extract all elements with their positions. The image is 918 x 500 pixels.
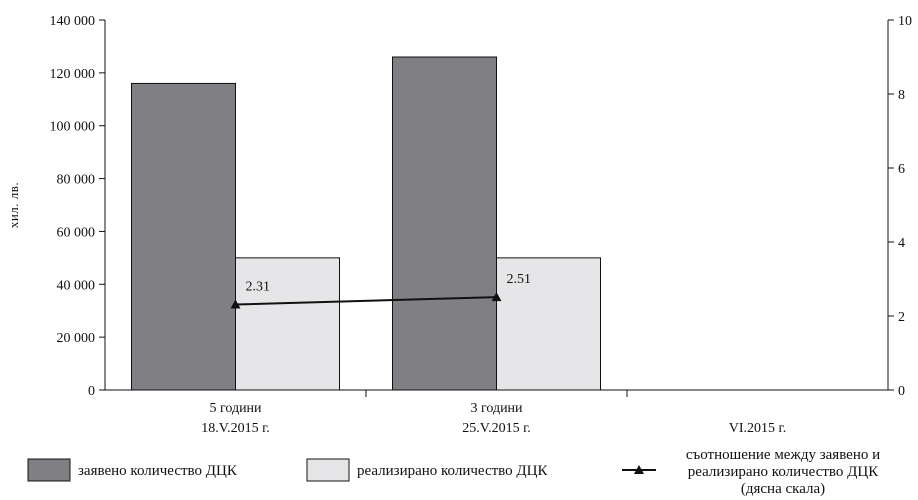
legend-label-declared: заявено количество ДЦК [78,463,238,479]
right-tick-label: 4 [898,236,905,251]
right-tick-label: 0 [898,384,905,399]
category-label-line1: 5 години [209,401,262,416]
bar-realized [496,257,601,391]
left-tick-label: 0 [88,384,95,399]
bar-declared [131,82,236,391]
left-tick-label: 80 000 [57,173,96,188]
legend-label-ratio-line1: съотношение между заявено и [686,447,880,463]
ratio-line [235,296,497,306]
category-label-line1: 3 години [470,401,523,416]
right-tick-label: 2 [898,310,905,325]
ratio-point [230,299,241,309]
left-axis-ticks: 0 20 000 40 000 60 000 80 000 100 000 120 000 1… [50,14,105,399]
right-tick-label: 10 [898,14,912,29]
left-tick-label: 100 000 [50,120,96,135]
category-label-line2: 18.V.2015 г. [201,421,269,436]
ratio-data-label: 2.31 [246,280,271,295]
legend-label-ratio-line3: (дясна скала) [741,481,825,497]
legend-label-ratio-line2: реализирано количество ДЦК [688,464,879,480]
legend-swatch-realized [306,458,350,482]
left-tick-label: 20 000 [57,331,96,346]
bar-declared [392,56,497,391]
left-tick-label: 40 000 [57,278,96,293]
category-label-line2: 25.V.2015 г. [462,421,530,436]
legend-swatch-declared [27,458,71,482]
bar-realized [235,257,340,391]
left-tick-label: 120 000 [50,67,96,82]
left-tick-label: 60 000 [57,225,96,240]
axes [104,20,889,391]
right-axis-ticks: 0 2 4 6 8 10 [888,14,912,399]
right-tick-label: 8 [898,88,905,103]
category-label-line2: VI.2015 г. [729,421,786,436]
legend-label-realized: реализирано количество ДЦК [357,463,548,479]
ratio-data-label: 2.51 [507,272,532,287]
legend: заявено количество ДЦК реализирано количе… [27,447,880,497]
category-labels: 5 години 18.V.2015 г. 3 години 25.V.2015 г.… [201,390,786,436]
legend-marker-ratio [634,465,644,474]
right-tick-label: 6 [898,162,905,177]
bars [131,56,601,391]
y-axis-label: хил. лв. [6,182,21,228]
y-axis-title: хил. лв. [6,182,21,228]
left-tick-label: 140 000 [50,14,96,29]
ratio-series: 2.31 2.51 [230,272,532,309]
ratio-point [491,292,502,302]
